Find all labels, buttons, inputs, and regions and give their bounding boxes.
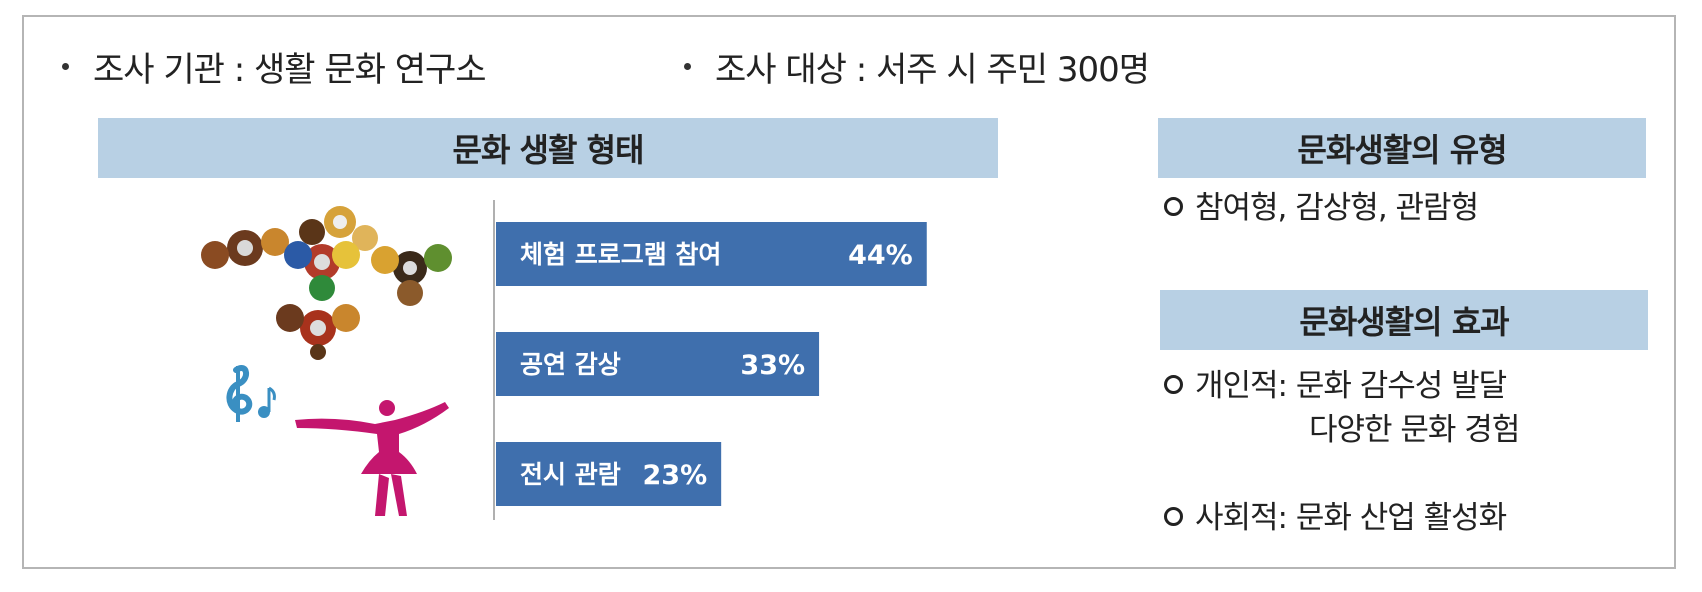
spinner-2 xyxy=(299,206,378,251)
bar-category-label: 전시 관람 xyxy=(520,460,621,489)
circle-bullet-icon xyxy=(1164,375,1183,394)
effects-personal: 개인적: 문화 감수성 발달 xyxy=(1164,364,1519,408)
effects-personal-text: 개인적: 문화 감수성 발달 xyxy=(1195,368,1507,404)
bar-2 xyxy=(496,442,722,506)
types-item-text: 참여형, 감상형, 관람형 xyxy=(1195,190,1479,226)
bar-value-label: 23% xyxy=(643,460,708,491)
bar-value-label: 44% xyxy=(848,240,913,271)
bar-value-label: 33% xyxy=(740,350,805,381)
bullet-icon xyxy=(62,63,69,70)
circle-bullet-icon xyxy=(1164,507,1183,526)
effects-personal-second: 다양한 문화 경험 xyxy=(1309,412,1520,448)
effects-social-text: 사회적: 문화 산업 활성화 xyxy=(1195,500,1507,536)
survey-target-text: 조사 대상 : 서주 시 주민 300명 xyxy=(715,50,1150,90)
circle-bullet-icon xyxy=(1164,197,1183,216)
types-title: 문화생활의 유형 xyxy=(1158,118,1646,178)
effects-title: 문화생활의 효과 xyxy=(1160,290,1648,350)
bar-0 xyxy=(496,222,927,286)
ballerina-icon xyxy=(295,400,449,516)
effects-social: 사회적: 문화 산업 활성화 xyxy=(1164,496,1519,540)
effects-list: 개인적: 문화 감수성 발달 다양한 문화 경험 사회적: 문화 산업 활성화 xyxy=(1164,364,1520,540)
bar-category-label: 체험 프로그램 참여 xyxy=(520,240,721,269)
types-list: 참여형, 감상형, 관람형 xyxy=(1164,186,1479,230)
music-notes-icon xyxy=(226,365,276,422)
spinner-5 xyxy=(276,304,360,360)
spinner-1 xyxy=(201,228,289,269)
survey-target: 조사 대상 : 서주 시 주민 300명 xyxy=(684,42,1150,91)
types-item: 참여형, 감상형, 관람형 xyxy=(1164,186,1479,230)
bullet-icon xyxy=(684,63,691,70)
survey-org: 조사 기관 : 생활 문화 연구소 xyxy=(62,42,487,91)
fidget-spinners-icon xyxy=(201,206,452,360)
survey-org-text: 조사 기관 : 생활 문화 연구소 xyxy=(93,50,487,90)
spinner-3 xyxy=(284,241,360,301)
bar-category-label: 공연 감상 xyxy=(520,350,621,379)
left-panel-title: 문화 생활 형태 xyxy=(98,118,998,178)
spinner-4 xyxy=(371,244,452,306)
outer-frame xyxy=(22,15,1676,569)
bar-1 xyxy=(496,332,820,396)
